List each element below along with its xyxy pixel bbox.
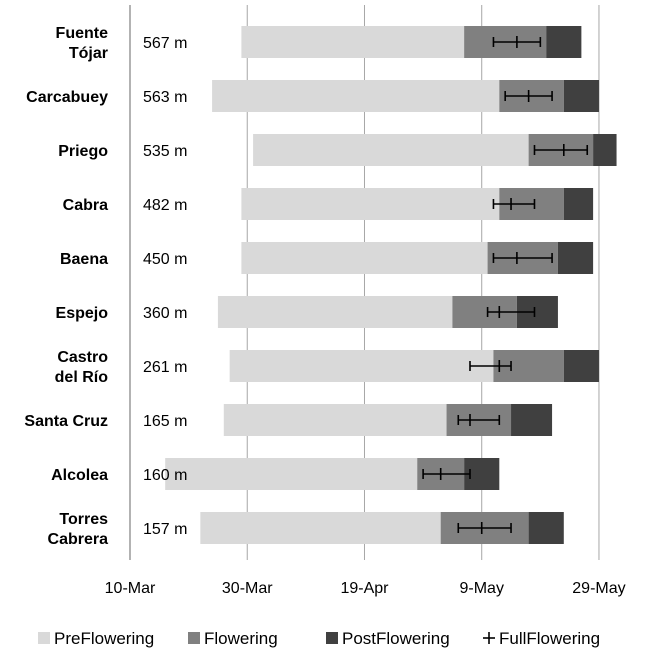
- fullflowering-marker: [469, 360, 512, 372]
- legend-item: PreFlowering: [38, 629, 154, 648]
- legend-item: PostFlowering: [326, 629, 450, 648]
- legend-label: PreFlowering: [54, 629, 154, 648]
- fullflowering-marker: [504, 90, 553, 102]
- fullflowering-marker: [457, 522, 512, 534]
- site-row: [200, 512, 564, 544]
- site-name: Priego: [58, 143, 108, 160]
- legend-label: Flowering: [204, 629, 278, 648]
- x-tick-label: 30-Mar: [222, 580, 273, 597]
- site-altitude: 261 m: [143, 359, 187, 376]
- site-row: [212, 80, 599, 112]
- preflowering-bar: [229, 350, 494, 382]
- legend-item: Flowering: [188, 629, 278, 648]
- site-row: [241, 188, 594, 220]
- postflowering-bar: [511, 404, 553, 436]
- site-name: Cabra: [63, 197, 108, 214]
- site-altitude: 160 m: [143, 467, 187, 484]
- postflowering-bar: [546, 26, 582, 58]
- site-name: Espejo: [56, 305, 109, 322]
- postflowering-bar: [563, 188, 594, 220]
- legend-item: FullFlowering: [483, 629, 600, 648]
- postflowering-bar: [557, 242, 594, 274]
- fullflowering-marker: [422, 468, 471, 480]
- site-name: Castro del Río: [55, 349, 109, 386]
- x-tick-label: 19-Apr: [340, 580, 389, 597]
- site-altitude: 360 m: [143, 305, 187, 322]
- x-axis-tick-labels: 10-Mar 30-Mar 19-Apr 9-May 29-May: [105, 580, 626, 597]
- legend-label: FullFlowering: [499, 629, 600, 648]
- site-row: [223, 404, 553, 436]
- preflowering-bar: [200, 512, 441, 544]
- site-name: Alcolea: [51, 467, 108, 484]
- fullflowering-marker: [486, 306, 536, 318]
- legend: PreFlowering Flowering PostFlowering FullFl…: [38, 629, 600, 648]
- preflowering-bar: [241, 242, 488, 274]
- site-name: Baena: [60, 251, 108, 268]
- x-tick-label: 10-Mar: [105, 580, 156, 597]
- site-row: [241, 26, 582, 58]
- site-altitude: 482 m: [143, 197, 187, 214]
- preflowering-bar: [241, 188, 500, 220]
- site-altitude: 567 m: [143, 35, 187, 52]
- legend-swatch: [188, 632, 200, 644]
- fullflowering-marker: [533, 144, 589, 156]
- legend-swatch: [326, 632, 338, 644]
- site-labels: Fuente Tójar 567 m Carcabuey 563 m Priego 535 …: [24, 25, 187, 548]
- fullflowering-marker: [492, 36, 542, 48]
- site-row: [165, 458, 500, 490]
- site-name: Torres Cabrera: [48, 511, 109, 548]
- postflowering-bar: [563, 350, 599, 382]
- site-altitude: 535 m: [143, 143, 187, 160]
- site-name: Fuente Tójar: [56, 25, 109, 62]
- fullflowering-marker: [492, 252, 553, 264]
- legend-swatch: [38, 632, 50, 644]
- site-row: [217, 296, 558, 328]
- site-row: [229, 350, 599, 382]
- preflowering-bar: [253, 134, 529, 166]
- site-altitude: 157 m: [143, 521, 187, 538]
- site-altitude: 165 m: [143, 413, 187, 430]
- site-name: Carcabuey: [26, 89, 108, 106]
- preflowering-bar: [241, 26, 465, 58]
- postflowering-bar: [528, 512, 564, 544]
- site-name: Santa Cruz: [24, 413, 108, 430]
- fullflowering-marker: [492, 198, 536, 210]
- bars: [165, 26, 617, 544]
- preflowering-bar: [212, 80, 500, 112]
- site-row: [253, 134, 617, 166]
- preflowering-bar: [165, 458, 418, 490]
- postflowering-bar: [563, 80, 599, 112]
- x-tick-label: 29-May: [572, 580, 625, 597]
- legend-label: PostFlowering: [342, 629, 450, 648]
- fullflowering-marker: [457, 414, 501, 426]
- x-tick-label: 9-May: [459, 580, 503, 597]
- site-altitude: 563 m: [143, 89, 187, 106]
- postflowering-bar: [593, 134, 617, 166]
- site-row: [241, 242, 594, 274]
- preflowering-bar: [223, 404, 447, 436]
- site-altitude: 450 m: [143, 251, 187, 268]
- preflowering-bar: [217, 296, 453, 328]
